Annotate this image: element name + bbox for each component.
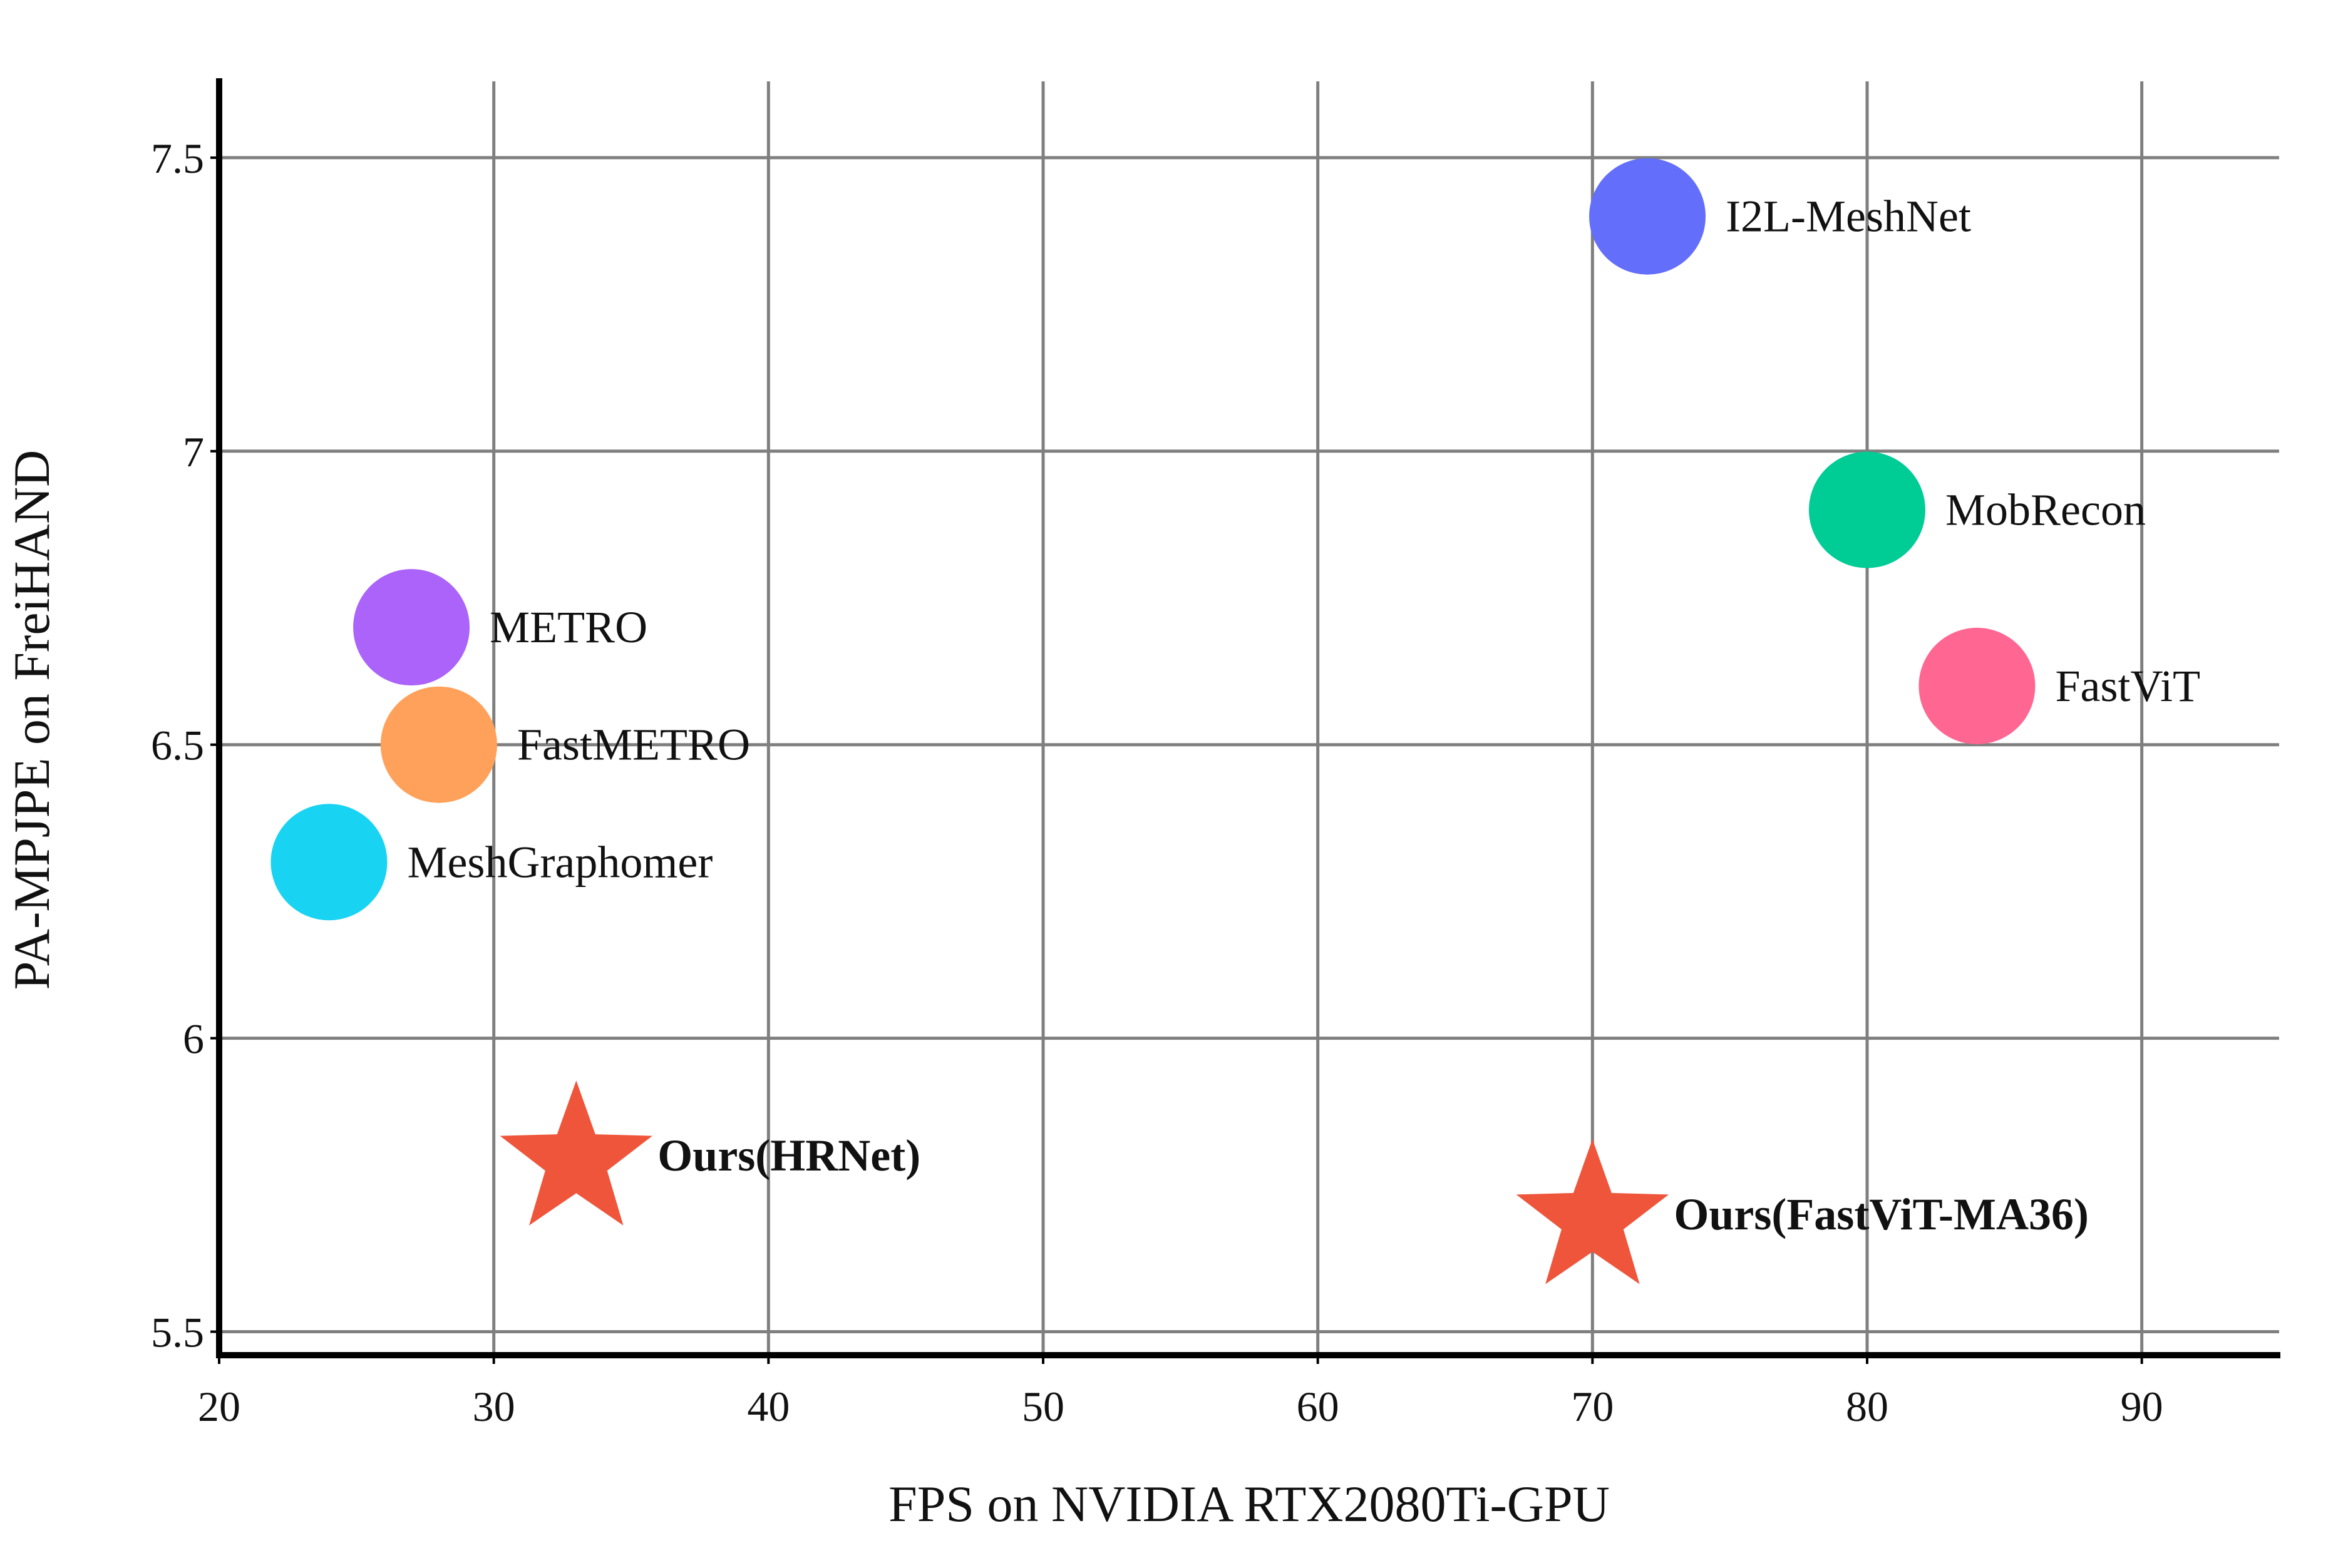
point-star-ours-hrnet — [500, 1080, 652, 1226]
y-tick-label-6: 6 — [183, 1015, 204, 1063]
axes — [216, 78, 2280, 1358]
point-circle-i2l-meshnet — [1589, 158, 1706, 275]
point-circle-meshgraphomer — [270, 804, 388, 921]
point-label-metro: METRO — [490, 602, 647, 652]
x-tick-label-60: 60 — [1297, 1383, 1339, 1430]
point-star-ours-fastvit-ma36 — [1516, 1139, 1669, 1284]
y-tick-label-6-5: 6.5 — [151, 722, 204, 769]
y-tick-label-7-5: 7.5 — [151, 135, 204, 182]
point-label-fastmetro: FastMETRO — [517, 720, 750, 770]
point-labels: I2L-MeshNet MobRecon METRO FastViT FastMETRO… — [407, 192, 2200, 1239]
point-circle-fastmetro — [380, 686, 497, 803]
x-tick-label-30: 30 — [473, 1383, 515, 1430]
x-tick-label-80: 80 — [1846, 1383, 1888, 1430]
x-tick-label-20: 20 — [198, 1383, 240, 1430]
x-axis-title: FPS on NVIDIA RTX2080Ti-GPU — [888, 1475, 1610, 1532]
point-label-meshgraphomer: MeshGraphomer — [407, 837, 713, 887]
point-label-i2l-meshnet: I2L-MeshNet — [1726, 192, 1971, 242]
point-label-mobrecon: MobRecon — [1945, 485, 2146, 535]
x-tick-label-50: 50 — [1022, 1383, 1064, 1430]
point-circle-fastvit — [1918, 627, 2036, 744]
y-axis-title: PA-MPJPE on FreiHAND — [3, 450, 60, 990]
y-tick-label-5-5: 5.5 — [151, 1308, 204, 1356]
point-circle-mobrecon — [1809, 451, 1925, 568]
point-circle-metro — [353, 569, 470, 686]
x-tick-label-90: 90 — [2121, 1383, 2163, 1430]
point-label-ours-fastvit-ma36: Ours(FastViT-MA36) — [1674, 1189, 2089, 1239]
tick-labels: 20 30 40 50 60 70 80 90 5.5 6 6.5 7 7.5 — [151, 135, 2163, 1430]
point-label-ours-hrnet: Ours(HRNet) — [657, 1130, 920, 1181]
x-tick-label-70: 70 — [1571, 1383, 1614, 1430]
x-tick-label-40: 40 — [747, 1383, 790, 1430]
point-label-fastvit: FastViT — [2055, 661, 2200, 711]
data-points — [270, 158, 2036, 1284]
y-tick-label-7: 7 — [183, 428, 204, 476]
grid — [219, 81, 2279, 1355]
